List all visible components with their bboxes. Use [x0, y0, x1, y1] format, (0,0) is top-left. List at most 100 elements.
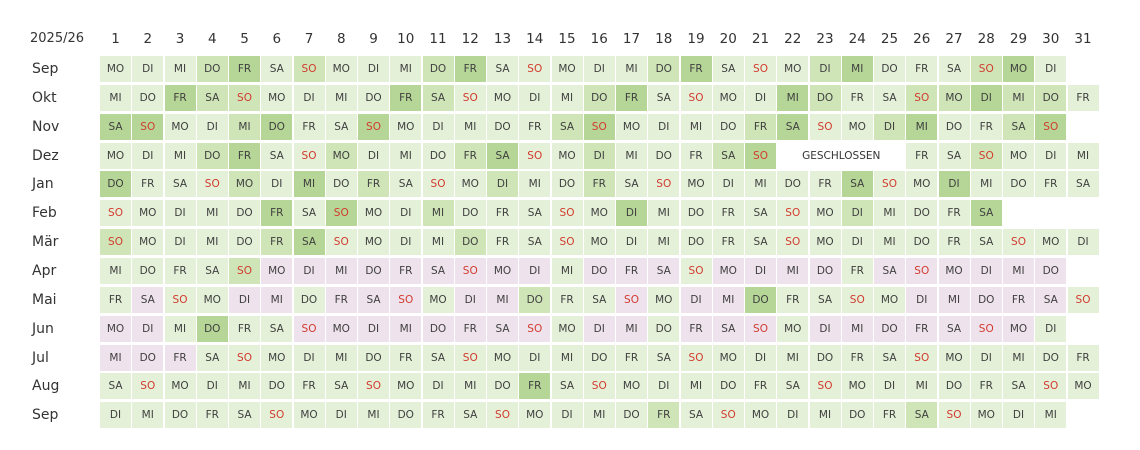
- day-cell: FR: [583, 171, 615, 198]
- day-cell: DO: [906, 200, 938, 227]
- day-cell: DI: [745, 257, 776, 284]
- day-cell: MO: [487, 257, 518, 284]
- day-cell: DO: [325, 171, 357, 198]
- day-cell: MI: [970, 171, 1002, 198]
- day-cell: DO: [132, 257, 164, 284]
- day-cell: DI: [874, 113, 905, 140]
- day-cell: SO: [938, 402, 970, 429]
- day-cell: DO: [616, 402, 647, 429]
- day-cell: SA: [712, 56, 744, 82]
- day-cell: MI: [745, 171, 776, 198]
- day-cell: FR: [712, 229, 744, 256]
- day-cell: SO: [325, 200, 357, 227]
- day-cell: DO: [648, 142, 680, 169]
- day-cell: MO: [938, 84, 970, 111]
- day-cell: DO: [809, 84, 841, 111]
- day-header: 20: [719, 31, 737, 47]
- day-cell: MI: [551, 257, 583, 284]
- day-cell: DI: [648, 373, 680, 400]
- day-cell: DO: [583, 84, 615, 111]
- day-cell: MO: [583, 229, 615, 256]
- day-cell: DO: [229, 200, 260, 227]
- day-cell: SO: [745, 142, 776, 169]
- day-cell: MI: [1003, 344, 1034, 371]
- day-cell: SA: [293, 200, 325, 227]
- day-cell: FR: [745, 373, 776, 400]
- day-cell: SO: [1003, 229, 1034, 256]
- day-cell: SA: [970, 229, 1002, 256]
- day-cell: MI: [874, 229, 905, 256]
- day-cell: MI: [583, 402, 615, 429]
- day-cell: DI: [970, 84, 1002, 111]
- month-label: Sep: [32, 407, 59, 424]
- day-cell: FR: [809, 171, 841, 198]
- day-cell: SA: [422, 84, 454, 111]
- day-cell: MI: [164, 56, 196, 82]
- day-cell: SA: [454, 402, 486, 429]
- day-cell: FR: [938, 200, 970, 227]
- month-label: Aug: [32, 378, 60, 395]
- day-cell: SA: [938, 142, 970, 169]
- day-cell: MI: [1035, 402, 1067, 429]
- month-label: Apr: [32, 262, 57, 279]
- day-cell: SO: [454, 257, 486, 284]
- day-cell: FR: [519, 373, 551, 400]
- day-cell: DO: [358, 257, 389, 284]
- day-cell: FR: [100, 286, 131, 313]
- day-cell: SA: [938, 315, 970, 342]
- day-cell: MI: [196, 200, 228, 227]
- day-cell: FR: [132, 171, 164, 198]
- day-cell: MI: [132, 402, 164, 429]
- day-cell: DI: [809, 315, 841, 342]
- day-cell: DO: [1035, 344, 1067, 371]
- day-cell: SA: [616, 171, 647, 198]
- day-cell: DI: [132, 56, 164, 82]
- day-cell: SA: [100, 113, 131, 140]
- day-cell: FR: [906, 142, 938, 169]
- day-header: 3: [175, 31, 185, 47]
- day-cell: DI: [777, 402, 809, 429]
- day-cell: DI: [680, 286, 712, 313]
- day-cell: MI: [100, 84, 131, 111]
- day-cell: MO: [874, 286, 905, 313]
- day-cell: DI: [1003, 402, 1034, 429]
- day-header: 23: [816, 31, 834, 47]
- day-cell: FR: [390, 257, 422, 284]
- day-cell: FR: [229, 315, 260, 342]
- day-cell: SO: [487, 402, 518, 429]
- day-header: 17: [622, 31, 641, 47]
- day-cell: FR: [390, 84, 422, 111]
- day-cell: FR: [229, 142, 260, 169]
- day-cell: SO: [454, 344, 486, 371]
- day-cell: MO: [261, 257, 293, 284]
- month-label: Feb: [32, 205, 57, 222]
- day-cell: MO: [325, 315, 357, 342]
- day-cell: MO: [616, 113, 647, 140]
- day-cell: SA: [841, 171, 873, 198]
- day-cell: MI: [841, 56, 873, 82]
- day-header: 4: [207, 31, 217, 47]
- day-cell: SA: [325, 113, 357, 140]
- day-cell: SO: [680, 344, 712, 371]
- day-cell: DO: [100, 171, 131, 198]
- day-cell: MI: [487, 286, 518, 313]
- day-cell: SO: [680, 84, 712, 111]
- day-cell: FR: [906, 56, 938, 82]
- day-cell: DO: [1035, 84, 1067, 111]
- day-cell: SA: [519, 229, 551, 256]
- day-cell: DO: [422, 56, 454, 82]
- day-cell: MI: [712, 286, 744, 313]
- day-header: 18: [655, 31, 673, 47]
- day-cell: DI: [390, 200, 422, 227]
- day-cell: SO: [261, 402, 293, 429]
- day-cell: DI: [1067, 229, 1099, 256]
- day-cell: FR: [616, 257, 647, 284]
- day-cell: MO: [164, 113, 196, 140]
- day-cell: FR: [841, 257, 873, 284]
- day-cell: FR: [229, 56, 260, 82]
- day-cell: MO: [841, 113, 873, 140]
- day-cell: MO: [712, 344, 744, 371]
- day-cell: SA: [745, 229, 776, 256]
- day-header: 9: [369, 31, 378, 47]
- day-cell: SA: [1035, 286, 1067, 313]
